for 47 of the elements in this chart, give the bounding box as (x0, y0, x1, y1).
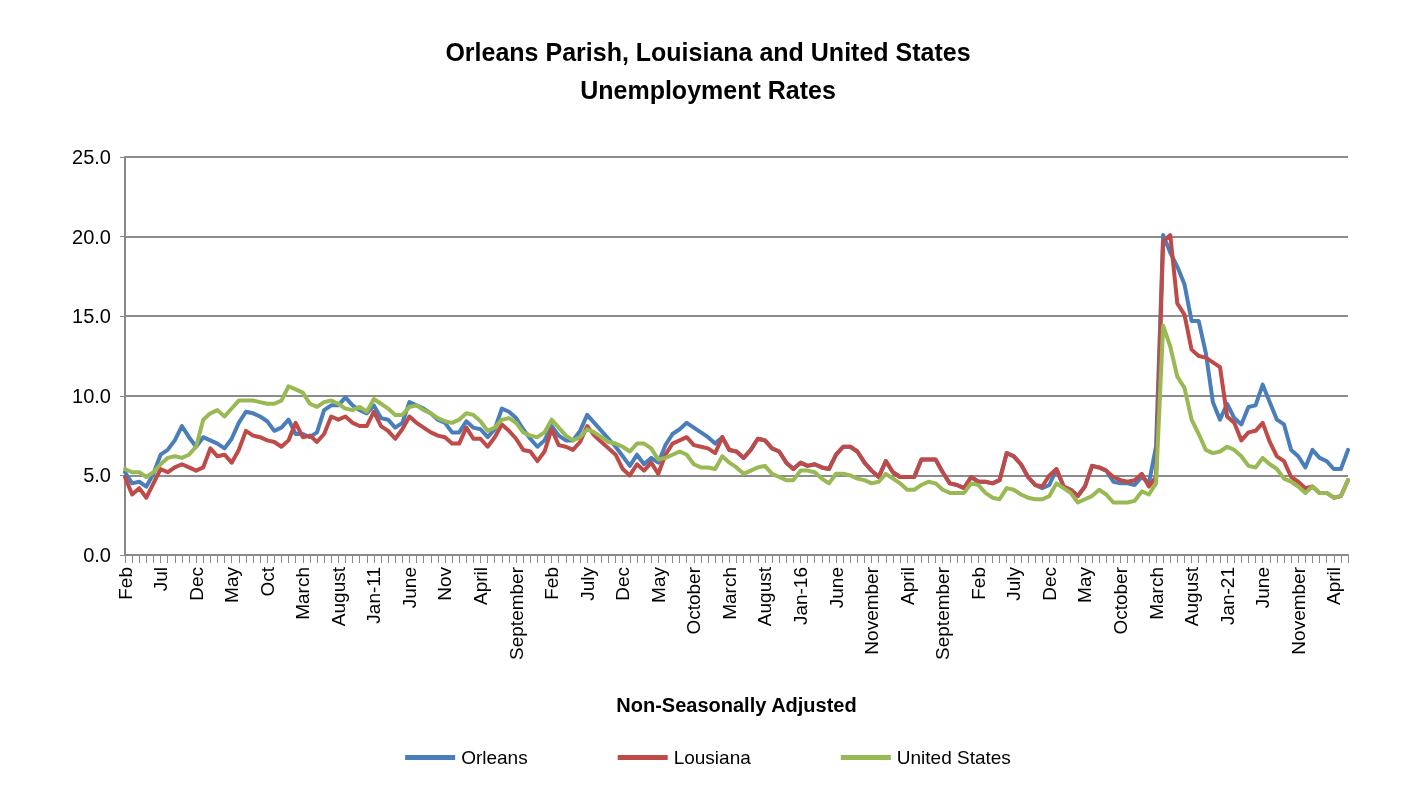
x-tick-label: Feb (967, 567, 989, 600)
x-tick-label: Feb (114, 567, 136, 600)
x-tick-label: July (1003, 566, 1025, 601)
x-tick-label: August (754, 566, 776, 627)
x-tick-label: June (825, 567, 847, 609)
chart-title: Orleans Parish, Louisiana and United States Unemployment Rates (445, 38, 971, 104)
x-tick-label: Dec (1038, 567, 1060, 601)
x-tick-label: April (896, 567, 918, 606)
x-tick-label: March (292, 567, 314, 620)
x-tick-label: Jul (150, 567, 172, 592)
y-tick-label: 5.0 (83, 464, 111, 487)
line-series (123, 323, 1350, 505)
x-tick-label: Dec (185, 567, 207, 601)
x-tick-label: September (505, 566, 527, 660)
x-tick-label: Jan-21 (1216, 567, 1238, 626)
x-tick-label: Jan-16 (789, 567, 811, 626)
x-tick-label: June (398, 567, 420, 609)
x-tick-label: August (327, 566, 349, 627)
x-tick-label: October (1109, 566, 1131, 635)
legend-label: United States (896, 747, 1011, 768)
x-tick-label: March (1145, 567, 1167, 620)
x-tick-label: October (683, 566, 705, 635)
x-tick-label: Oct (256, 566, 278, 597)
y-tick-label: 15.0 (72, 305, 111, 328)
x-tick-label: November (861, 566, 883, 655)
x-tick-label: May (221, 566, 243, 603)
x-tick-label: May (647, 566, 669, 603)
x-tick-label: Nov (434, 566, 456, 601)
y-tick-label: 20.0 (72, 225, 111, 248)
x-tick-label: June (1252, 567, 1274, 609)
x-tick-label: August (1181, 566, 1203, 627)
x-tick-label: March (718, 567, 740, 620)
x-axis-title: Non-Seasonally Adjusted (616, 694, 857, 716)
x-tick-label: Dec (612, 567, 634, 601)
x-tick-label: Feb (541, 567, 563, 600)
x-tick-label: April (470, 567, 492, 606)
y-tick-label: 10.0 (72, 384, 111, 407)
y-tick-label: 0.0 (83, 544, 111, 566)
x-tick-label: Jan-11 (363, 567, 385, 624)
legend-label: Orleans (461, 747, 528, 768)
x-tick-label: July (576, 566, 598, 601)
x-tick-label: September (932, 566, 954, 660)
legend-label: Lousiana (673, 747, 752, 768)
x-tick-label: April (1323, 567, 1345, 606)
x-tick-label: November (1287, 566, 1309, 655)
y-tick-label: 25.0 (72, 146, 111, 168)
x-tick-label: May (1074, 566, 1096, 603)
